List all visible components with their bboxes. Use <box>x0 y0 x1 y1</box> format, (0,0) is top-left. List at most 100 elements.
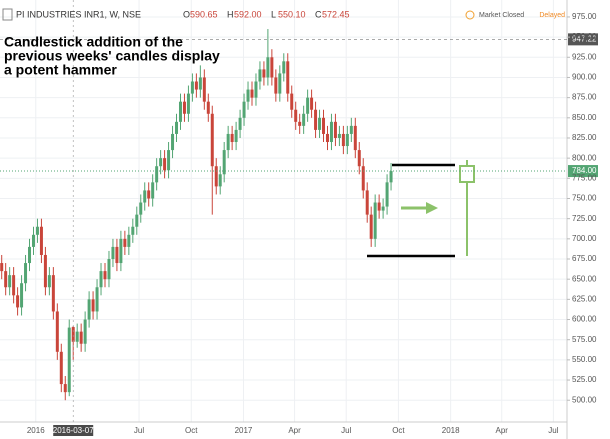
ohlc-key: C <box>315 9 322 19</box>
candle-body <box>135 214 139 227</box>
candle-body <box>250 89 254 98</box>
candle-body <box>39 226 43 255</box>
candle-body <box>119 238 123 264</box>
candle-body <box>159 158 163 167</box>
candle-body <box>357 150 361 167</box>
x-tick-label: Apr <box>288 426 301 435</box>
y-tick-label: 625.00 <box>572 294 597 303</box>
y-tick-label: 675.00 <box>572 254 597 263</box>
y-tick-label: 850.00 <box>572 113 597 122</box>
candle-body <box>198 77 202 90</box>
x-tick-label: Oct <box>392 426 405 435</box>
candle-body <box>111 246 115 260</box>
arrow-head <box>426 202 438 214</box>
ohlc-legend: O 590.65 H 592.00 L 550.10 C 572.45 <box>183 9 350 19</box>
x-tick-label: 2016 <box>27 426 45 435</box>
annotation-line: a potent hammer <box>4 62 117 78</box>
candle-body <box>178 101 182 122</box>
candle-body <box>218 174 222 187</box>
candle-body <box>246 89 250 102</box>
candle-body <box>175 121 179 134</box>
y-tick-label: 600.00 <box>572 315 597 324</box>
candle-body <box>325 133 329 143</box>
candle-body <box>87 299 91 320</box>
candle-body <box>131 226 135 235</box>
candle-body <box>51 275 55 312</box>
ohlc-value: 592.00 <box>234 9 262 19</box>
candle-body <box>182 101 186 114</box>
candle-body <box>329 121 333 143</box>
candle-body <box>282 61 286 74</box>
candle-body <box>306 97 310 114</box>
candle-body <box>47 275 51 288</box>
candle-body <box>28 246 32 264</box>
candle-body <box>210 113 214 167</box>
ohlc-key: O <box>183 9 190 19</box>
candle-body <box>24 263 28 284</box>
y-tick-label: 750.00 <box>572 194 597 203</box>
candle-body <box>95 287 99 312</box>
candle-body <box>314 109 318 130</box>
candle-body <box>190 81 194 94</box>
symbol-icon <box>2 8 13 21</box>
y-tick-label: 525.00 <box>572 375 597 384</box>
candle-body <box>4 271 8 288</box>
y-tick-label: 500.00 <box>572 395 597 404</box>
candle-body <box>171 133 175 151</box>
candle-body <box>107 259 111 280</box>
candle-body <box>318 117 322 130</box>
candle-body <box>206 101 210 114</box>
y-tick-label: 575.00 <box>572 335 597 344</box>
ohlc-value: 550.10 <box>278 9 306 19</box>
annotation-line: previous weeks' candles display <box>4 48 220 64</box>
candle-body <box>258 69 262 82</box>
y-tick-label: 825.00 <box>572 133 597 142</box>
y-tick-label: 800.00 <box>572 153 597 162</box>
candle-body <box>155 166 159 183</box>
candle-body <box>55 311 59 352</box>
candle-body <box>71 327 75 342</box>
candle-body <box>186 93 190 114</box>
marker-box <box>568 33 598 46</box>
candle-body <box>385 182 389 207</box>
y-tick-label: 950.00 <box>572 32 597 41</box>
candle-body <box>63 384 67 393</box>
candle-body <box>290 93 294 110</box>
candle-body <box>143 190 147 203</box>
candle-body <box>147 190 151 199</box>
candle-body <box>83 319 87 344</box>
candle-body <box>202 77 206 102</box>
status: Market Closed <box>479 12 524 19</box>
ohlc-value: 572.45 <box>322 9 350 19</box>
y-tick-label: 925.00 <box>572 52 597 61</box>
candle-body <box>286 61 290 94</box>
x-tick-label: Jul <box>548 426 558 435</box>
candle-body <box>35 226 39 235</box>
x-tick-label: 2017 <box>235 426 253 435</box>
overlay: 2016-03-07 784.00 947.22 <box>0 0 598 436</box>
ohlc-value: 590.65 <box>190 9 218 19</box>
candle-body <box>31 234 35 247</box>
candle-body <box>381 206 385 211</box>
candle-body <box>43 254 47 288</box>
y-tick-label: 650.00 <box>572 274 597 283</box>
candle-body <box>353 125 357 151</box>
candle-body <box>274 77 278 94</box>
candle-body <box>270 57 274 78</box>
candle-body <box>67 327 71 393</box>
candle-body <box>266 57 270 78</box>
candle-body <box>369 214 373 239</box>
candle-body <box>226 133 230 151</box>
candle-body <box>254 81 258 98</box>
candle-body <box>333 121 337 138</box>
y-tick-label: 725.00 <box>572 214 597 223</box>
symbol: PI INDUSTRIES INR1, W, NSE <box>16 9 141 19</box>
candle-body <box>103 271 107 280</box>
candles <box>0 29 393 401</box>
candle-body <box>8 275 12 288</box>
candle-body <box>16 295 20 308</box>
candle-body <box>194 81 198 90</box>
candle-body <box>151 182 155 199</box>
candle-body <box>377 202 381 211</box>
candle-body <box>75 331 79 342</box>
